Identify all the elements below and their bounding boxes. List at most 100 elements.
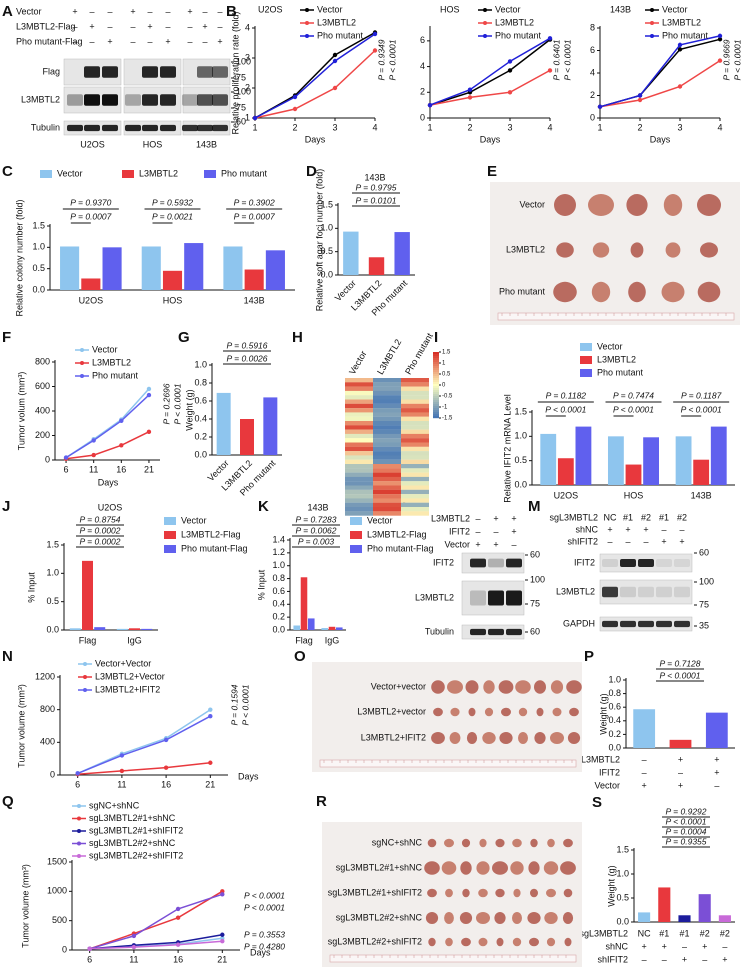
tumor [468,707,476,717]
blot-band [638,620,654,628]
tumor [663,194,683,216]
condition-mark: – [475,526,480,536]
heatmap-cell [401,485,429,490]
tumor [447,680,463,694]
tumor [441,861,457,875]
y-tick-label: 0.5 [616,892,629,902]
blot-band [656,620,672,628]
colorbar-cell [433,366,439,369]
x-tick-label: Flag [295,635,313,645]
p-value: P < 0.0001 [244,890,285,900]
data-point [677,47,683,52]
bar [116,628,128,630]
band-label: L3MBTL2 [556,586,595,596]
heatmap-cell [373,429,401,434]
tumor [461,838,471,848]
p-value: P = 0.0062 [295,525,336,535]
mw-label: 100 [530,574,545,584]
bar [81,278,101,290]
legend-label: L3MBTL2 [662,17,701,27]
data-point [146,392,152,398]
blot-band [84,94,100,106]
data-point [252,115,258,121]
y-tick-label: 400 [35,405,50,415]
y-tick-label: 800 [40,704,55,714]
heatmap-cell [401,408,429,413]
legend-marker [483,21,487,25]
p-value: P < 0.0001 [665,816,706,826]
heatmap-cell [345,395,373,400]
legend-label: Vector [92,344,118,354]
bar [265,250,285,290]
panel-label: R [316,793,327,810]
colorbar-label: 1 [442,361,446,367]
y-axis-label: Relative IFIT2 mRNA Level [502,394,512,503]
blot-band [102,124,118,132]
legend-swatch [350,517,362,525]
p-value: P = 0.7128 [659,658,700,668]
heatmap-cell [401,494,429,499]
p-value: P = 0.6401 [551,39,561,80]
tumor [550,732,564,744]
tumor [530,888,538,898]
data-point [119,753,125,758]
heatmap-cell [373,489,401,495]
y-tick-label: 0.5 [32,263,45,273]
data-point [332,52,338,58]
heatmap-cell [401,403,429,409]
bar [141,246,161,290]
legend-label: L3MBTL2 [92,357,131,367]
row-label: sgNC+shNC [372,837,423,847]
y-tick-label: 1000 [47,886,67,896]
tumor [560,861,576,875]
bar [293,625,300,630]
colorbar-cell [433,380,439,383]
heatmap-cell [401,459,429,465]
blot-band [506,628,522,636]
heatmap-cell [345,386,373,391]
condition-mark: – [202,6,207,16]
y-tick-label: 800 [35,356,50,366]
heatmap-cell [373,507,401,512]
blot-band [84,124,100,132]
mw-label: 100 [236,56,251,66]
condition-mark: – [642,954,647,964]
heatmap-cell [373,511,401,516]
x-tick-label: 1 [427,122,432,132]
heatmap-cell [401,378,429,383]
data-point [63,455,69,460]
heatmap-cell [373,438,401,443]
y-tick-label: 0 [50,769,55,779]
mw-label: 75 [530,598,540,608]
row-label: L3MBTL2 [506,244,545,254]
heatmap-cell [401,451,429,456]
colorbar-label: -1.5 [442,416,453,422]
condition-mark: – [187,36,192,46]
heatmap-cell [345,403,373,409]
x-tick-label: 143B [244,295,265,305]
heatmap-cell [373,408,401,413]
data-point [717,58,723,63]
tumor [563,888,573,898]
condition-mark: + [643,524,648,534]
data-point [91,452,96,458]
legend-label: Vector [495,4,521,14]
heatmap-cell [345,464,373,469]
tumor [428,937,436,947]
x-tick-label: 3 [677,122,682,132]
condition-mark: + [89,21,94,31]
blot-band [488,590,504,606]
p-value: P < 0.0001 [387,39,397,80]
panel-label: P [584,648,594,665]
condition-label: sgL3MBTL2 [549,512,598,522]
heatmap-cell [345,507,373,512]
heatmap-cell [373,412,401,417]
p-value: P < 0.0001 [562,39,572,80]
data-point [677,84,683,89]
tumor [552,707,562,717]
legend-marker [305,8,309,12]
heatmap-cell [345,408,373,413]
tumor [433,707,443,717]
legend-marker [83,688,87,692]
heatmap-cell [373,459,401,465]
